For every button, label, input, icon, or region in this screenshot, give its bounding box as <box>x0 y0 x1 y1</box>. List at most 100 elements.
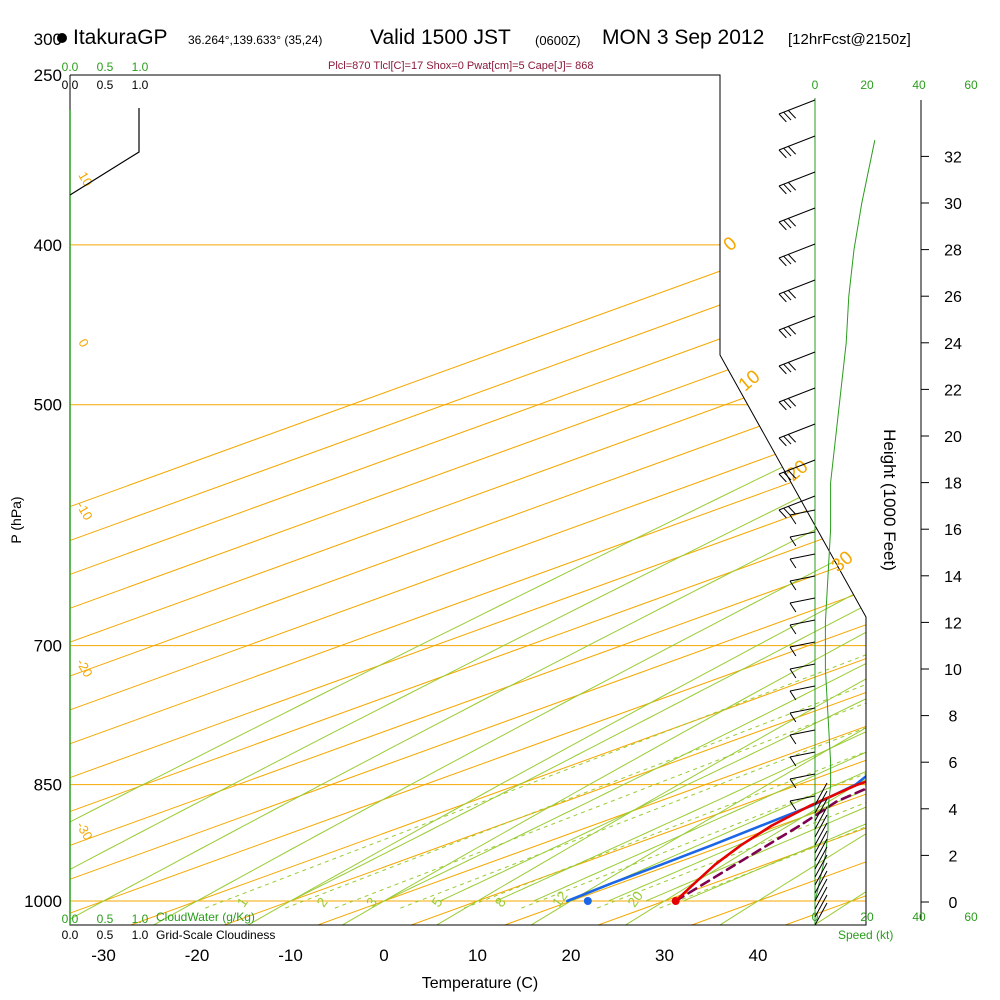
pressure-tick-label: 1000 <box>24 892 62 911</box>
wind-barb-feather <box>787 218 797 227</box>
cloudiness-tick-bottom: 0.5 <box>97 928 114 942</box>
isotherm-line <box>268 75 866 925</box>
height-tick-label: 10 <box>944 662 962 679</box>
wind-barb-staff <box>778 387 816 403</box>
moist-adiabat-line <box>290 75 866 902</box>
wind-barb-feather <box>783 255 792 265</box>
wind-barb-feather <box>789 646 797 657</box>
dry-adiabat-line <box>311 75 866 925</box>
wind-barb-feather <box>787 470 797 479</box>
wind-barb-feather <box>787 362 797 371</box>
cloudiness-tick-top: 0.5 <box>97 78 114 92</box>
dry-adiabat-line <box>70 75 866 925</box>
isotherm-line <box>362 75 866 925</box>
isotherm-line <box>81 75 866 925</box>
isotherm-line <box>70 75 866 925</box>
pressure-tick-label: 250 <box>34 66 62 85</box>
mixing-ratio-line <box>334 534 866 909</box>
stability-indices: Plcl=870 Tlcl[C]=17 Shox=0 Pwat[cm]=5 Ca… <box>328 60 594 72</box>
mixing-ratio-line <box>400 534 866 909</box>
cloudiness-tick-top: 1.0 <box>132 78 149 92</box>
height-tick-label: 16 <box>944 522 962 539</box>
dry-adiabat-line <box>406 75 866 925</box>
pressure-tick-label: 700 <box>34 637 62 656</box>
height-tick-label: 0 <box>949 895 958 912</box>
wind-barb-feather <box>789 690 797 701</box>
height-tick-label: 32 <box>944 149 962 166</box>
wind-barb-feather <box>778 329 787 339</box>
wind-barb-staff <box>789 575 816 582</box>
wind-barb-staff <box>789 597 816 604</box>
wind-barb-staff <box>778 99 816 115</box>
wind-speed-tick-top: 0 <box>812 78 819 92</box>
wind-barb-feather <box>789 756 797 767</box>
isotherm-line <box>70 75 866 925</box>
profile-curves <box>565 75 866 905</box>
height-tick-label: 6 <box>949 755 958 772</box>
mixing-ratio-label: 1 <box>233 894 251 910</box>
y-axis-title: P (hPa) <box>8 496 24 543</box>
pressure-tick-label: 850 <box>34 776 62 795</box>
cloud-water-tick-top: 1.0 <box>132 60 149 74</box>
wind-barb-feather <box>778 113 787 123</box>
height-tick-label: 26 <box>944 289 962 306</box>
height-tick-label: 22 <box>944 382 962 399</box>
height-tick-label: 4 <box>949 802 958 819</box>
cloudiness-tick-bottom: 1.0 <box>132 928 149 942</box>
wind-speed-tick-bottom: 20 <box>860 910 874 924</box>
wind-barb-feather <box>783 291 792 301</box>
isotherm-line <box>70 75 866 925</box>
wind-barb-staff <box>814 886 828 910</box>
wind-barb-feather <box>789 514 797 525</box>
wind-speed-axis-title: Speed (kt) <box>838 928 893 942</box>
isotherm-label: 10 <box>735 366 765 396</box>
isotherm-line <box>70 75 866 925</box>
wind-barb-staff <box>814 902 828 926</box>
temp-tick-label: 30 <box>655 946 674 965</box>
theta-side-label: -10 <box>73 499 95 523</box>
wind-barb-feather <box>789 624 797 635</box>
wind-barb-feather <box>789 580 797 591</box>
wind-barb-feather <box>783 471 792 481</box>
cloudiness-profile <box>69 108 140 196</box>
mixing-ratio-label: 2 <box>313 894 331 910</box>
mixing-ratio-line <box>463 534 866 909</box>
wind-barb-staff <box>778 279 816 295</box>
height-tick-label: 12 <box>944 615 962 632</box>
forecast-info: [12hrFcst@2150z] <box>788 31 911 48</box>
isotherm-line <box>70 75 866 925</box>
wind-barb-feather <box>789 558 797 569</box>
station-bullet-icon <box>57 33 67 43</box>
wind-barb-staff <box>814 822 828 846</box>
wind-barb-staff <box>778 207 816 223</box>
dry-adiabat-line <box>70 75 866 925</box>
isotherm-line <box>70 75 866 925</box>
theta-side-label: -30 <box>73 819 95 843</box>
cloud-water-tick-top: 0.0 <box>62 60 79 74</box>
wind-speed-tick-bottom: 40 <box>912 910 926 924</box>
pressure-tick-label: 300 <box>34 30 62 49</box>
x-axis-title: Temperature (C) <box>422 975 538 992</box>
dry-adiabat-line <box>501 75 866 925</box>
isotherm-line <box>70 75 866 925</box>
wind-barb-staff <box>778 351 816 367</box>
wind-barb-feather <box>778 437 787 447</box>
wind-speed-tick-top: 20 <box>860 78 874 92</box>
wind-barb-staff <box>789 751 816 758</box>
isotherm-line <box>829 75 866 925</box>
dry-adiabat-line <box>70 75 866 925</box>
dry-adiabat-line <box>977 0 1000 943</box>
isotherm-line <box>70 75 866 925</box>
wind-barb-staff <box>778 171 816 187</box>
wind-barb-feather <box>787 254 797 263</box>
theta-side-label: 0 <box>75 336 92 350</box>
wind-barb-feather <box>787 290 797 299</box>
wind-barb-staff <box>814 790 828 814</box>
pressure-tick-label: 500 <box>34 396 62 415</box>
wind-barb-staff <box>814 830 828 854</box>
height-tick-label: 2 <box>949 848 958 865</box>
wind-barb-staff <box>778 423 816 439</box>
wind-barb-staff <box>778 315 816 331</box>
